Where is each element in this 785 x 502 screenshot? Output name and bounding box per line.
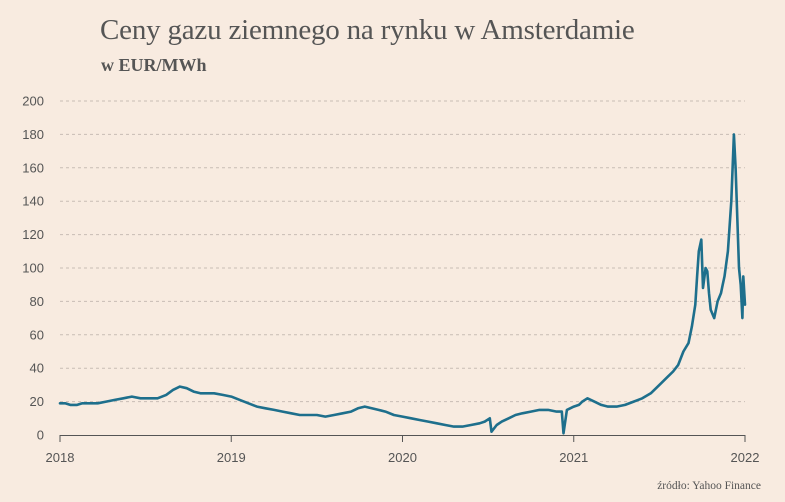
y-tick-label: 140 (22, 194, 44, 209)
y-axis-ticks: 0 20 40 60 80 100 120 140 160 180 200 (22, 94, 44, 443)
y-tick-label: 0 (37, 428, 44, 443)
chart-title: Ceny gazu ziemnego na rynku w Amsterdami… (100, 14, 635, 46)
x-tick-label: 2018 (46, 450, 75, 465)
y-tick-label: 100 (22, 261, 44, 276)
series-line (58, 133, 747, 435)
y-tick-label: 80 (30, 294, 44, 309)
x-tick-label: 2019 (217, 450, 246, 465)
grid-lines (60, 100, 745, 436)
x-tick-label: 2022 (731, 450, 760, 465)
x-tick-label: 2021 (559, 450, 588, 465)
y-tick-label: 180 (22, 127, 44, 142)
y-tick-label: 200 (22, 94, 44, 109)
y-tick-label: 20 (30, 394, 44, 409)
y-tick-label: 60 (30, 327, 44, 342)
source-note: źródło: Yahoo Finance (657, 480, 761, 492)
x-axis-ticks: 2018 2019 2020 2021 2022 (46, 435, 760, 465)
y-tick-label: 160 (22, 160, 44, 175)
y-tick-label: 40 (30, 361, 44, 376)
chart-subtitle: w EUR/MWh (101, 55, 207, 75)
y-tick-label: 120 (22, 227, 44, 242)
x-tick-label: 2020 (388, 450, 417, 465)
